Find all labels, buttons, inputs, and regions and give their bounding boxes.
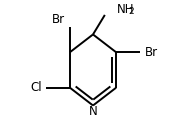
Text: N: N (89, 105, 97, 118)
Text: Br: Br (145, 46, 158, 59)
Text: 2: 2 (128, 7, 134, 16)
Text: Br: Br (52, 13, 65, 26)
Text: NH: NH (117, 3, 134, 15)
Text: Cl: Cl (31, 81, 42, 94)
